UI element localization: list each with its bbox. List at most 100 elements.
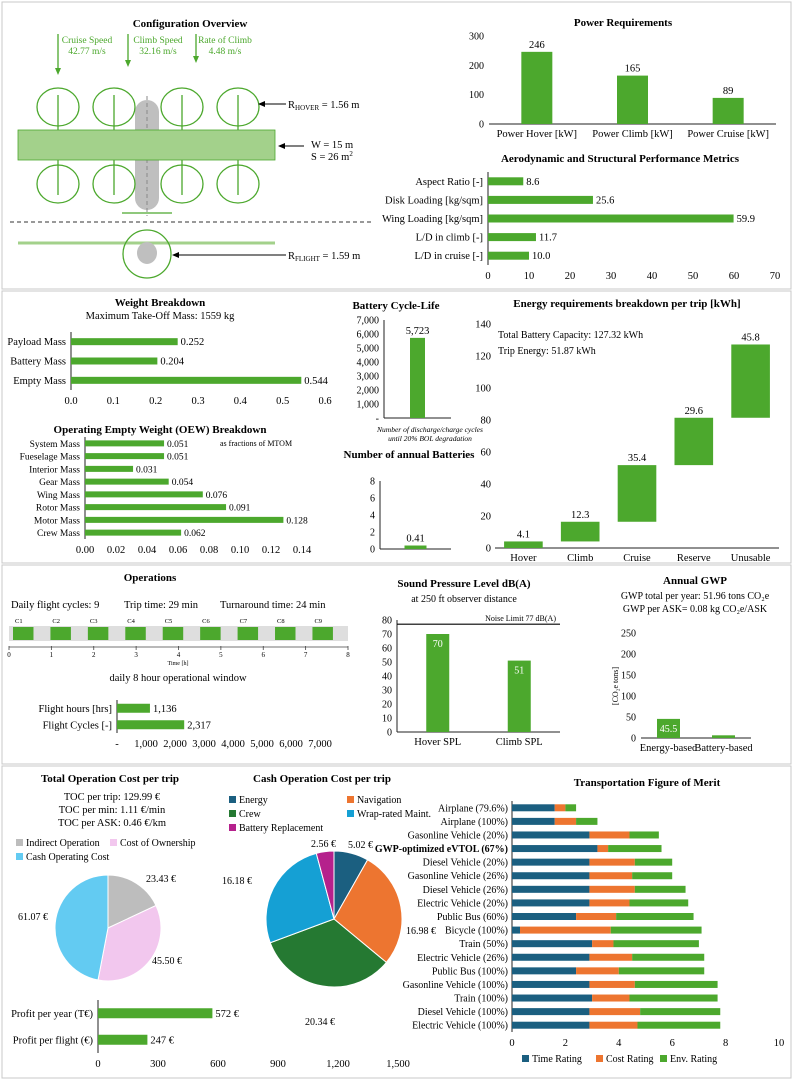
y-tick-label: 10 <box>382 714 392 725</box>
fuselage-front-view <box>137 242 157 264</box>
x-tick-label: Power Cruise [kW] <box>687 129 769 140</box>
y-tick-label: 4 <box>370 511 375 522</box>
x-tick-label: 0.06 <box>169 545 187 556</box>
hour-label: 3 <box>134 651 138 659</box>
stacked-bar-segment <box>589 858 635 866</box>
bar <box>117 720 185 730</box>
y-tick-label: - <box>376 414 379 425</box>
stacked-bar-segment <box>592 940 614 948</box>
category-label: Gasonline Vehicle (100%) <box>403 980 508 991</box>
wing-top-view <box>17 129 276 161</box>
flight-hours-cycles-chart: 1,136 Flight hours [hrs] 2,317 Flight Cycle… <box>39 700 332 750</box>
x-tick-label: 40 <box>647 271 658 282</box>
stacked-bar-segment <box>629 994 718 1002</box>
category-label: Gear Mass <box>39 478 80 488</box>
x-tick-label: 0.02 <box>107 545 125 556</box>
stacked-bar-segment <box>512 967 577 975</box>
category-label: Flight hours [hrs] <box>39 704 113 715</box>
category-label: Electric Vehicle (100%) <box>412 1021 508 1032</box>
annual-gwp-chart: Annual GWP05010015020025045.5Energy-base… <box>0 0 753 754</box>
waterfall-bar <box>674 417 714 466</box>
stacked-bar-segment <box>632 872 673 880</box>
y-tick-label: 2,000 <box>357 386 380 397</box>
data-label: 0.051 <box>167 453 189 463</box>
x-tick-label: 900 <box>270 1059 286 1070</box>
legend-swatch <box>596 1055 603 1062</box>
category-label: Fueselage Mass <box>20 453 81 463</box>
y-tick-label: 150 <box>621 671 636 682</box>
data-label: 29.6 <box>685 406 703 417</box>
rotor-front-3 <box>160 87 204 130</box>
stacked-bar-segment <box>589 899 630 907</box>
bar <box>657 718 680 738</box>
rotor-rear-2 <box>92 160 136 204</box>
category-label: Airplane (100%) <box>441 817 508 828</box>
x-tick-label: Battery-based <box>694 743 753 754</box>
stacked-bar-segment <box>512 953 590 961</box>
y-tick-label: 40 <box>481 480 492 491</box>
waterfall-bar <box>731 344 770 418</box>
data-label: 11.7 <box>539 233 557 244</box>
stacked-bar-segment <box>576 817 598 825</box>
data-label: 10.0 <box>532 251 550 262</box>
wing-area-label: S = 26 m2 <box>311 150 353 163</box>
y-tick-label: 250 <box>621 629 636 640</box>
stacked-bar-segment <box>589 872 633 880</box>
aero-metrics-chart: Aerodynamic and Structural Performance M… <box>382 153 780 282</box>
slice-label: 61.07 € <box>18 912 48 923</box>
x-tick-label: 0.00 <box>76 545 94 556</box>
stacked-bar-segment <box>616 913 694 920</box>
oew-breakdown-chart: Operating Empty Weight (OEW) Breakdown as… <box>20 424 312 556</box>
x-tick-label: 0.2 <box>149 396 162 407</box>
flight-cycle-block <box>312 627 333 640</box>
x-tick-label: 60 <box>729 271 740 282</box>
flight-cycle-block <box>162 627 184 640</box>
rotor-front-1 <box>36 87 80 130</box>
y-tick-label: 0 <box>479 120 484 131</box>
y-tick-label: 0 <box>387 728 392 739</box>
stacked-bar-segment <box>512 926 521 934</box>
flight-cycle-block <box>237 627 259 640</box>
hour-label: 8 <box>346 651 350 659</box>
y-tick-label: 20 <box>481 512 492 523</box>
data-label: 165 <box>625 64 641 75</box>
bar <box>85 453 165 460</box>
operations-title: Operations <box>124 572 177 584</box>
x-tick-label: Power Hover [kW] <box>497 129 577 140</box>
operations-panel: Operations Daily flight cycles: 9 Trip t… <box>7 572 350 684</box>
bar <box>488 233 536 242</box>
stacked-bar-segment <box>576 913 617 920</box>
chart-annotation: as fractions of MTOM <box>220 439 292 448</box>
r-flight-arrow-head <box>172 252 179 258</box>
legend-label: Cash Operating Cost <box>26 852 110 863</box>
data-label: 0.091 <box>229 504 251 514</box>
data-label: 247 € <box>150 1035 174 1046</box>
x-tick-label: 3,000 <box>192 739 216 750</box>
chart-title: Power Requirements <box>574 17 673 29</box>
x-tick-label: 0.0 <box>64 396 77 407</box>
rotor-front-2 <box>92 87 136 130</box>
legend-label: Battery Replacement <box>239 823 323 834</box>
y-tick-label: 80 <box>481 416 492 427</box>
bar <box>488 214 734 223</box>
y-tick-label: 60 <box>382 644 392 655</box>
data-label: 572 € <box>215 1009 239 1020</box>
profit-chart: 572 € Profit per year (T€) 247 € Profit per… <box>11 1000 410 1070</box>
operations-timeline: C1 C2 C3 C4 C5 C6 C7 C8 C9 0 1 2 3 4 5 6 7 8 <box>7 618 350 659</box>
climb-arrow-head <box>125 60 131 67</box>
chart-title: Number of annual Batteries <box>344 449 476 461</box>
annual-batteries-chart: Number of annual Batteries 0 2 4 6 8 0.41 <box>344 449 476 556</box>
category-label: Aspect Ratio [-] <box>415 177 483 188</box>
y-tick-label: 4,000 <box>357 358 380 369</box>
data-label: 12.3 <box>571 510 589 521</box>
category-label: Bicycle (100%) <box>445 926 508 937</box>
x-tick-label: 50 <box>688 271 699 282</box>
stacked-bar-segment <box>512 1008 590 1016</box>
waterfall-bar <box>560 521 600 542</box>
x-tick-label: 0.14 <box>293 545 312 556</box>
category-label: Public Bus (60%) <box>437 912 508 923</box>
bar <box>617 75 648 124</box>
bar <box>98 1008 213 1019</box>
operational-window-caption: daily 8 hour operational window <box>109 673 246 684</box>
x-tick-label: 0.12 <box>262 545 280 556</box>
